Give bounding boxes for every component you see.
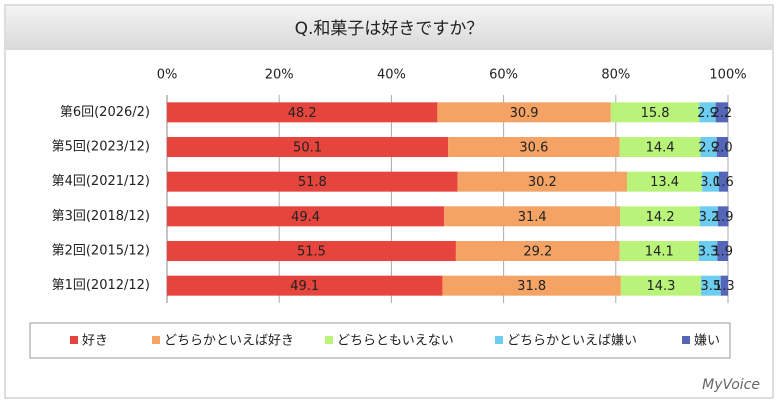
data-label: 1.3: [714, 279, 735, 294]
data-label: 14.4: [646, 141, 675, 156]
bar-segment: [619, 241, 699, 261]
legend-swatch: [495, 336, 503, 344]
data-label: 1.6: [713, 175, 734, 190]
bar-segment: [716, 137, 728, 157]
y-tick-label: 第4回(2021/12): [52, 174, 150, 189]
bar-segment: [717, 241, 728, 261]
bar-segment: [719, 171, 728, 192]
bar-segment: [698, 241, 718, 261]
data-label: 15.8: [641, 106, 670, 121]
bar-segment: [700, 137, 717, 157]
bar-segment: [620, 275, 702, 296]
data-label: 50.1: [293, 141, 322, 156]
y-tick-label: 第2回(2015/12): [52, 244, 150, 259]
bar-segment: [610, 102, 700, 123]
data-label: 14.2: [646, 210, 675, 225]
bar-segment: [627, 171, 703, 192]
data-label: 29.2: [523, 245, 552, 260]
y-tick-label: 第6回(2026/2): [60, 105, 150, 120]
bar-segment: [457, 171, 628, 192]
data-label: 2.2: [711, 106, 732, 121]
data-label: 30.2: [528, 175, 557, 190]
bar-segment: [701, 275, 721, 296]
x-tick-label: 0%: [157, 68, 178, 83]
data-label: 14.1: [645, 245, 674, 260]
legend-swatch: [152, 336, 160, 344]
bar-segment: [619, 137, 701, 157]
bar-segment: [715, 102, 728, 123]
data-label: 1.9: [713, 210, 734, 225]
data-label: 30.6: [519, 141, 548, 156]
bar-segment: [448, 137, 620, 157]
bar-segment: [717, 206, 729, 227]
bar-segment: [620, 206, 700, 227]
data-label: 31.4: [518, 210, 547, 225]
bar-segment: [167, 171, 458, 192]
data-label: 2.9: [697, 106, 718, 121]
source: MyVoice: [702, 377, 760, 393]
data-label: 49.1: [290, 279, 319, 294]
legend-swatch: [70, 336, 78, 344]
data-label: 51.5: [297, 245, 326, 260]
legend-swatch: [682, 336, 690, 344]
y-tick-label: 第1回(2012/12): [52, 278, 150, 293]
bar-segment: [720, 275, 728, 296]
y-tick-label: 第3回(2018/12): [52, 209, 150, 224]
data-label: 51.8: [298, 175, 327, 190]
legend-label: どちらともいえない: [337, 334, 454, 349]
data-label: 3.3: [698, 245, 719, 260]
bar-segment: [444, 206, 621, 227]
bar-segment: [442, 275, 621, 296]
chart-title: Q.和菓子は好きですか？: [295, 19, 484, 39]
legend-label: どちらかといえば好き: [164, 334, 294, 349]
bar-segment: [167, 241, 456, 261]
legend-swatch: [325, 336, 333, 344]
data-label: 1.9: [712, 245, 733, 260]
bar-segment: [699, 102, 716, 123]
x-tick-label: 80%: [601, 68, 630, 83]
data-label: 48.2: [288, 106, 317, 121]
data-label: 3.5: [701, 279, 722, 294]
bar-segment: [455, 241, 620, 261]
x-tick-label: 20%: [265, 68, 294, 83]
x-tick-label: 60%: [489, 68, 518, 83]
bar-segment: [167, 206, 445, 227]
data-label: 3.0: [700, 175, 721, 190]
data-label: 2.0: [712, 141, 733, 156]
x-tick-label: 100%: [709, 68, 746, 83]
bar-segment: [437, 102, 611, 123]
data-label: 31.8: [517, 279, 546, 294]
x-tick-label: 40%: [377, 68, 406, 83]
y-tick-label: 第5回(2023/12): [52, 140, 150, 155]
data-label: 14.3: [646, 279, 675, 294]
bar-segment: [702, 171, 720, 192]
bar-segment: [167, 102, 438, 123]
bar-segment: [167, 137, 449, 157]
legend-label: 好き: [82, 334, 108, 349]
legend-label: 嫌い: [694, 334, 720, 349]
legend-box: [29, 322, 731, 359]
data-label: 3.2: [699, 210, 720, 225]
legend-label: どちらかといえば嫌い: [507, 334, 637, 349]
title-bar: [6, 6, 772, 50]
data-label: 13.4: [650, 175, 679, 190]
data-label: 2.9: [698, 141, 719, 156]
bar-segment: [699, 206, 718, 227]
bar-segment: [167, 275, 443, 296]
data-label: 30.9: [510, 106, 539, 121]
data-label: 49.4: [291, 210, 320, 225]
